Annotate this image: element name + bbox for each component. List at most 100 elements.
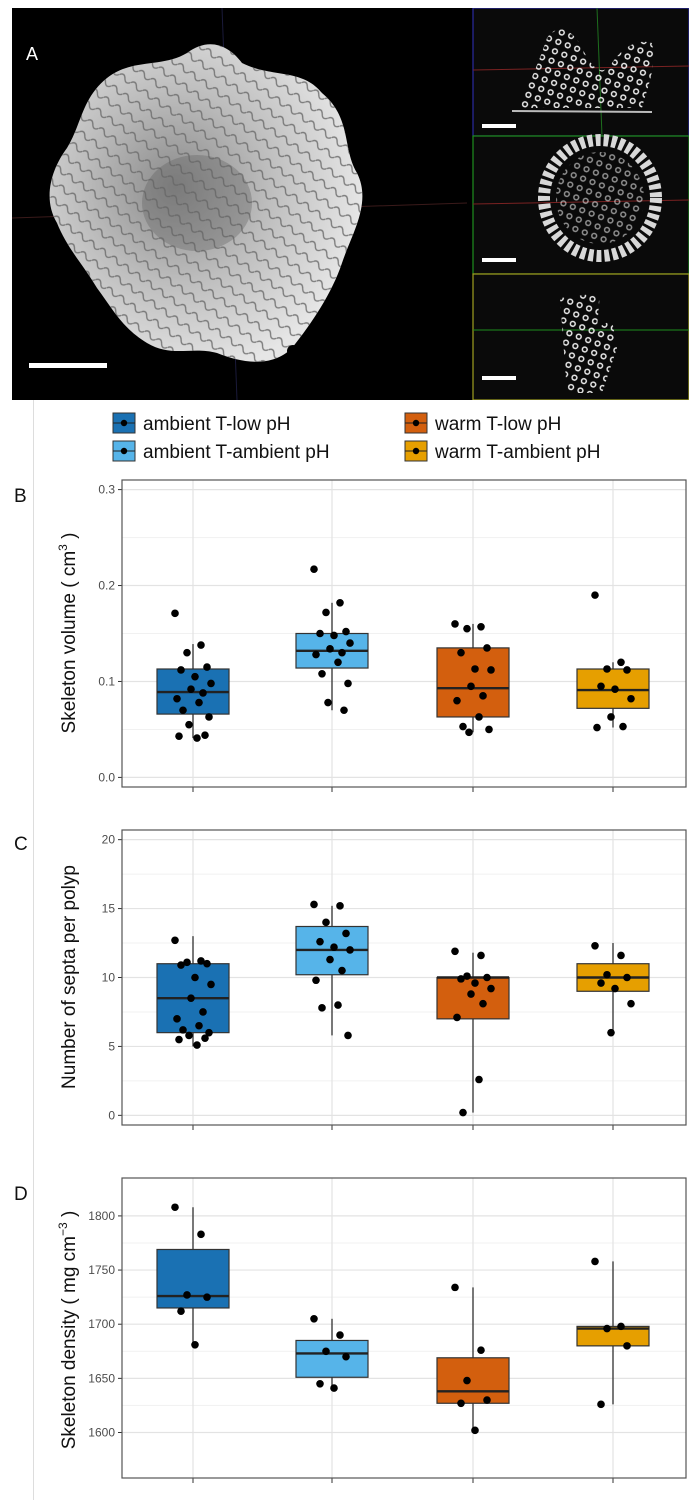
data-point — [310, 1314, 318, 1323]
data-point — [310, 900, 318, 909]
y-tick-label: 1750 — [88, 1263, 115, 1277]
y-tick-label: 0.0 — [98, 770, 115, 784]
box-0 — [156, 609, 230, 742]
panel-border — [121, 1177, 687, 1479]
panel-c: 0 5 10 15 20 C Number of septa per polyp — [14, 829, 687, 1130]
data-point — [173, 1015, 181, 1023]
micro-ct-image: A — [11, 7, 689, 401]
data-point — [187, 685, 195, 693]
legend-label: ambient T-ambient pH — [143, 442, 330, 463]
y-tick-label: 0.3 — [98, 483, 115, 497]
data-point — [205, 1028, 213, 1037]
box-1 — [295, 900, 369, 1040]
data-point — [597, 979, 605, 987]
data-point — [483, 973, 491, 982]
data-point — [203, 1293, 211, 1301]
y-tick-label: 10 — [102, 971, 116, 985]
data-point — [177, 961, 185, 969]
data-point — [322, 608, 330, 617]
box-iqr — [576, 1325, 650, 1347]
y-tick-label: 20 — [102, 833, 116, 847]
data-point — [603, 1324, 611, 1333]
data-point — [477, 951, 485, 960]
y-tick-label: 5 — [108, 1039, 115, 1053]
box-iqr — [156, 1248, 230, 1309]
data-point — [483, 644, 491, 652]
data-point — [326, 645, 334, 653]
data-point — [310, 565, 318, 574]
data-point — [199, 689, 207, 697]
y-tick-label: 0.2 — [98, 579, 115, 593]
data-point — [603, 665, 611, 673]
data-point — [201, 731, 209, 739]
legend-swatch-dot — [412, 419, 420, 427]
box-3 — [576, 941, 650, 1037]
data-point — [485, 725, 493, 734]
data-point — [457, 1399, 465, 1408]
data-point — [330, 631, 338, 640]
data-point — [183, 958, 191, 967]
data-point — [185, 720, 193, 729]
data-point — [475, 1075, 483, 1084]
data-point — [334, 1001, 342, 1009]
data-point — [183, 648, 191, 657]
data-point — [338, 648, 346, 657]
legend-item: warm T-low pH — [404, 412, 561, 435]
data-point — [322, 1347, 330, 1356]
legend-item: ambient T-low pH — [112, 412, 291, 435]
panel-a-image: A — [11, 7, 689, 401]
data-point — [336, 1331, 344, 1339]
data-point — [191, 973, 199, 982]
legend-swatch-dot — [120, 419, 128, 427]
data-point — [459, 1108, 467, 1117]
data-point — [479, 999, 487, 1008]
panel-b: 0.0 0.1 0.2 0.3 B Skeleton volume ( cm3 ) — [14, 479, 687, 792]
legend-item: ambient T-ambient pH — [112, 440, 330, 463]
data-point — [338, 966, 346, 975]
data-point — [591, 591, 599, 599]
data-point — [177, 666, 185, 674]
data-point — [463, 624, 471, 633]
data-point — [197, 957, 205, 965]
legend-swatch-dot — [412, 447, 420, 455]
data-point — [459, 722, 467, 731]
data-point — [201, 1034, 209, 1042]
data-point — [471, 665, 479, 673]
coral-3d-rendering — [49, 44, 363, 362]
data-point — [619, 722, 627, 731]
data-point — [205, 713, 213, 721]
box-2 — [436, 947, 510, 1117]
data-point — [195, 698, 203, 707]
data-point — [193, 734, 201, 742]
data-point — [463, 1376, 471, 1385]
data-point — [344, 679, 352, 688]
panel-label: D — [14, 1184, 28, 1205]
data-point — [487, 666, 495, 674]
data-point — [336, 599, 344, 607]
data-point — [326, 955, 334, 964]
box-1 — [295, 1314, 369, 1392]
box-3 — [576, 1257, 650, 1409]
panel-label: B — [14, 486, 27, 507]
box-iqr — [436, 647, 510, 718]
data-point — [475, 713, 483, 721]
box-0 — [156, 1203, 230, 1349]
box-2 — [436, 620, 510, 737]
data-point — [623, 1342, 631, 1350]
data-point — [342, 627, 350, 636]
data-point — [603, 970, 611, 979]
panel-a-label: A — [26, 44, 38, 64]
legend: ambient T-low pH warm T-low pH ambient T-a… — [112, 412, 600, 463]
data-point — [451, 1283, 459, 1292]
data-point — [185, 1031, 193, 1040]
data-point — [346, 639, 354, 647]
y-tick-label: 15 — [102, 902, 116, 916]
data-point — [316, 629, 324, 638]
data-point — [193, 1041, 201, 1049]
data-point — [171, 936, 179, 945]
data-point — [175, 1035, 183, 1044]
data-point — [467, 990, 475, 998]
ct-slice-middle — [472, 134, 689, 275]
data-point — [477, 622, 485, 631]
